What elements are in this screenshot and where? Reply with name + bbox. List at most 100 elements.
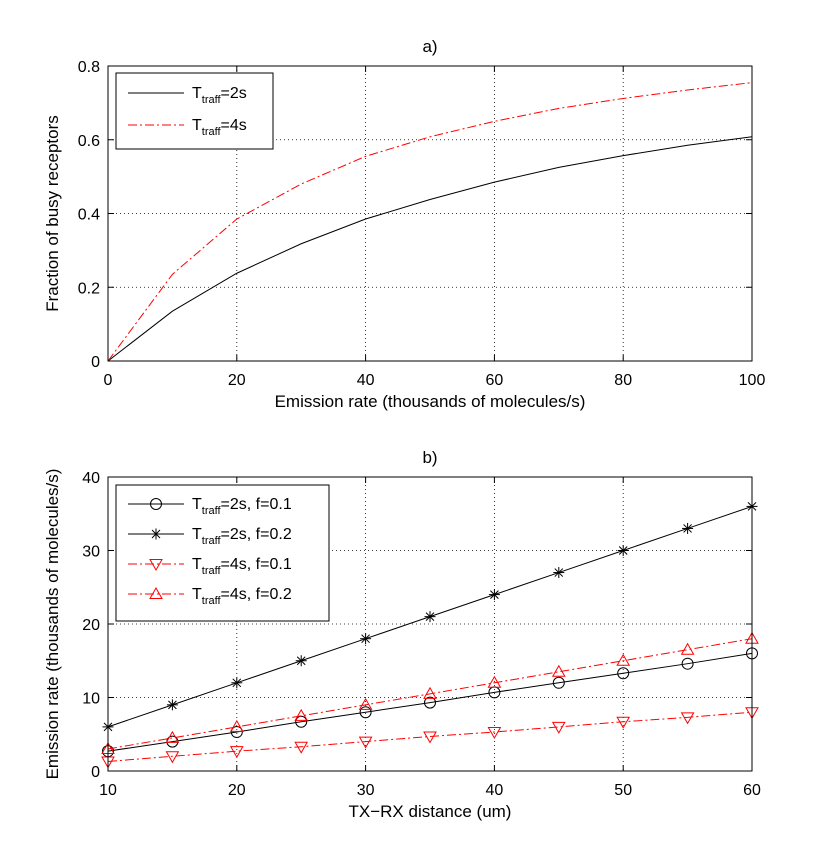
y-tick-label: 0 xyxy=(91,764,100,781)
legend-item: Ttraff=4s, f=0.1 xyxy=(128,556,292,577)
legend-marker xyxy=(150,498,162,510)
legend-label: Ttraff=2s xyxy=(192,85,247,106)
series-line xyxy=(107,82,753,362)
y-tick-label: 10 xyxy=(82,691,100,708)
y-axis-label: Emission rate (thousands of molecules/s) xyxy=(43,469,62,780)
data-point xyxy=(552,676,565,689)
x-tick-label: 0 xyxy=(104,372,113,389)
data-point xyxy=(680,712,695,725)
data-point xyxy=(358,736,373,749)
data-point xyxy=(294,708,309,721)
series-line xyxy=(107,711,753,762)
legend-label: Ttraff=2s, f=0.2 xyxy=(192,526,292,547)
legend-value: =2s, f=0.1 xyxy=(221,496,292,513)
x-tick-label: 30 xyxy=(357,782,375,799)
x-tick-label: 10 xyxy=(99,782,117,799)
data-point xyxy=(166,699,178,711)
y-tick-label: 0.8 xyxy=(78,59,100,76)
data-point xyxy=(423,731,437,744)
data-point xyxy=(358,697,373,710)
series-3 xyxy=(101,707,759,769)
x-tick-label: 40 xyxy=(486,782,504,799)
legend-symbol: T xyxy=(192,526,202,543)
legend-subscript: traff xyxy=(202,94,222,106)
data-point xyxy=(551,721,566,734)
x-tick-label: 80 xyxy=(614,372,632,389)
grid xyxy=(108,66,752,361)
legend-marker xyxy=(149,559,163,572)
y-tick-label: 0.2 xyxy=(78,280,100,297)
legend-subscript: traff xyxy=(202,535,222,547)
legend-subscript: traff xyxy=(202,505,222,517)
data-point xyxy=(682,522,694,534)
x-tick-label: 20 xyxy=(228,372,246,389)
legend-symbol: T xyxy=(192,85,202,102)
series-2 xyxy=(107,82,753,362)
ticks: 0 20 40 60 80 100 0 0.2 0.4 0.6 0.8 xyxy=(78,59,766,389)
legend-value: =4s, f=0.2 xyxy=(221,586,292,603)
y-tick-label: 0.6 xyxy=(78,133,100,150)
data-point xyxy=(165,751,180,764)
legend-marker xyxy=(149,586,163,599)
series-line xyxy=(107,652,753,752)
data-point xyxy=(487,727,502,740)
data-point xyxy=(680,642,695,655)
series-4 xyxy=(101,631,759,754)
data-point xyxy=(423,686,437,699)
legend-subscript: traff xyxy=(202,126,222,138)
x-axis-label: Emission rate (thousands of molecules/s) xyxy=(275,392,586,411)
y-axis-label: Fraction of busy receptors xyxy=(43,115,62,312)
x-tick-label: 20 xyxy=(228,782,246,799)
legend-value: =2s xyxy=(221,85,247,102)
data-point xyxy=(488,589,500,601)
panel-title: b) xyxy=(422,448,437,467)
legend-item: Ttraff=2s xyxy=(128,85,247,106)
x-tick-label: 50 xyxy=(614,782,632,799)
y-tick-label: 20 xyxy=(82,617,100,634)
legend-item: Ttraff=4s, f=0.2 xyxy=(128,586,292,607)
data-point xyxy=(359,706,372,719)
data-point xyxy=(424,611,436,623)
legend-item: Ttraff=4s xyxy=(128,117,247,138)
legend-symbol: T xyxy=(192,556,202,573)
data-point xyxy=(229,746,244,759)
legend-symbol: T xyxy=(192,586,202,603)
panel-title: a) xyxy=(422,37,437,56)
panel-a: 0 20 40 60 80 100 0 0.2 0.4 0.6 0.8 a) Emission rate… xyxy=(43,37,765,411)
data-point xyxy=(617,667,630,680)
data-point xyxy=(360,633,372,645)
y-tick-label: 30 xyxy=(82,544,100,561)
data-point xyxy=(681,657,694,670)
data-point xyxy=(617,545,629,556)
legend-value: =4s, f=0.1 xyxy=(221,556,292,573)
legend-subscript: traff xyxy=(202,595,222,607)
legend-value: =4s xyxy=(221,117,247,134)
legend-item: Ttraff=2s, f=0.1 xyxy=(128,496,292,517)
legend-value: =2s, f=0.2 xyxy=(221,526,292,543)
data-point xyxy=(294,741,309,754)
data-point xyxy=(487,675,502,688)
legend-label: Ttraff=2s, f=0.1 xyxy=(192,496,292,517)
data-point xyxy=(231,677,243,689)
data-point xyxy=(165,730,180,743)
data-point xyxy=(229,719,244,732)
legend-label: Ttraff=4s, f=0.2 xyxy=(192,586,292,607)
x-tick-label: 100 xyxy=(739,372,766,389)
data-point xyxy=(230,726,243,739)
data-point xyxy=(424,696,436,709)
series-1 xyxy=(107,136,753,362)
x-tick-label: 60 xyxy=(743,782,761,799)
data-point xyxy=(295,655,307,667)
x-tick-label: 40 xyxy=(357,372,375,389)
y-tick-label: 40 xyxy=(82,470,100,487)
series-line xyxy=(107,136,753,362)
legend-item: Ttraff=2s, f=0.2 xyxy=(128,526,292,547)
data-point xyxy=(551,664,566,677)
legend-symbol: T xyxy=(192,496,202,513)
data-point xyxy=(616,653,631,666)
legend-subscript: traff xyxy=(202,565,222,577)
